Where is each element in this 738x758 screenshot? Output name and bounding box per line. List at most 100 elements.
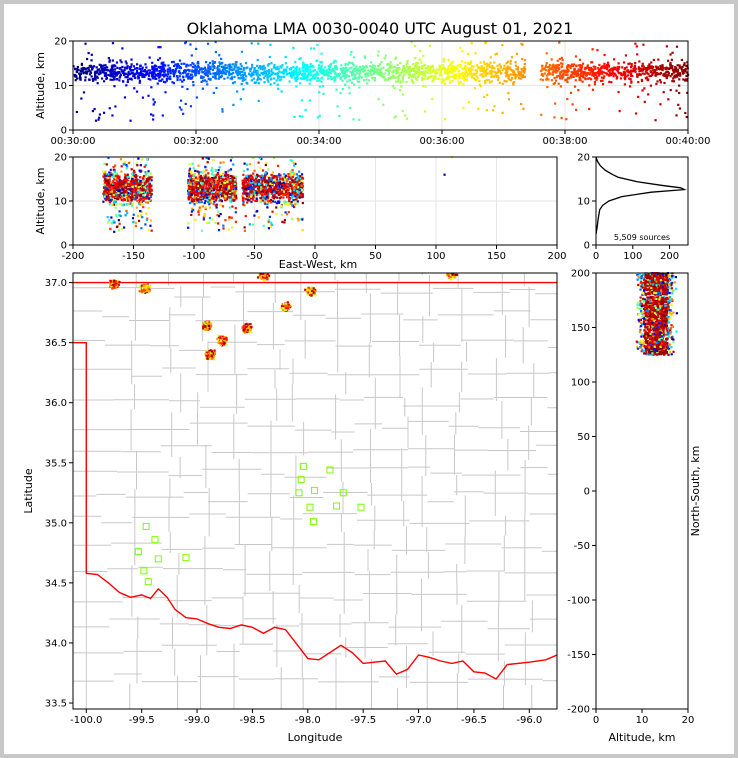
east-west-point: [216, 177, 219, 180]
altitude-time-point: [134, 76, 137, 79]
altitude-time-point: [571, 64, 575, 68]
altitude-time-point: [600, 76, 603, 79]
altitude-time-point: [321, 72, 324, 75]
altitude-time-point: [599, 79, 603, 83]
altitude-time-point: [297, 72, 301, 76]
altitude-time-point: [99, 71, 102, 75]
east-west-point: [219, 180, 222, 183]
east-west-point: [126, 212, 129, 215]
altitude-time-point: [221, 72, 224, 75]
east-west-point: [229, 177, 232, 181]
altitude-time-point: [545, 77, 549, 80]
altitude-time-point: [541, 72, 544, 76]
altitude-time-point: [90, 53, 93, 56]
east-west-point: [121, 191, 124, 194]
east-west-point: [201, 157, 204, 160]
altitude-time-point: [195, 69, 198, 73]
altitude-time-point: [555, 66, 559, 69]
east-west-point: [270, 180, 273, 183]
altitude-time-point: [379, 72, 382, 75]
altitude-time-point: [520, 70, 523, 74]
east-west-point: [188, 185, 191, 188]
altitude-time-point: [391, 66, 394, 69]
altitude-time-point: [273, 82, 276, 85]
altitude-time-point: [174, 71, 177, 74]
altitude-time-point: [438, 64, 441, 67]
east-west-point: [273, 179, 277, 182]
altitude-time-point: [171, 81, 174, 84]
altitude-time-point: [250, 73, 253, 77]
altitude-time-point: [601, 72, 604, 75]
altitude-time-point: [296, 77, 299, 81]
altitude-time-point: [378, 63, 381, 66]
east-west-point: [102, 170, 105, 173]
altitude-time-point: [678, 107, 682, 110]
altitude-time-point: [624, 77, 627, 81]
east-west-point: [107, 182, 110, 185]
east-west-point: [266, 206, 269, 209]
altitude-time-point: [477, 67, 480, 70]
altitude-time-point: [429, 76, 432, 79]
altitude-time-point: [163, 63, 166, 67]
altitude-time-point: [270, 68, 273, 71]
altitude-time-point: [236, 66, 239, 69]
altitude-time-point: [153, 69, 156, 73]
east-west-point: [202, 192, 205, 195]
altitude-time-point: [587, 77, 590, 80]
altitude-time-point: [505, 80, 508, 83]
altitude-time-point: [138, 72, 142, 75]
altitude-time-point: [441, 67, 444, 70]
altitude-time-point: [341, 87, 344, 91]
altitude-time-point: [489, 69, 492, 73]
east-west-point: [188, 167, 192, 170]
altitude-time-point: [507, 92, 510, 95]
altitude-time-point: [473, 78, 477, 81]
east-west-point: [224, 171, 227, 174]
east-west-point: [138, 183, 141, 187]
east-west-point: [299, 218, 302, 221]
altitude-time-point: [472, 65, 475, 68]
east-west-point: [291, 169, 294, 172]
altitude-time-point: [565, 78, 568, 82]
altitude-time-point: [539, 78, 542, 81]
east-west-point: [215, 179, 219, 182]
altitude-time-point: [159, 67, 162, 70]
altitude-time-point: [280, 90, 283, 93]
altitude-time-point: [574, 72, 578, 75]
east-west-point: [281, 213, 284, 217]
altitude-time-point: [575, 70, 578, 73]
altitude-time-point: [409, 74, 412, 77]
altitude-time-point: [482, 60, 485, 64]
east-west-point: [189, 174, 192, 177]
altitude-time-point: [164, 73, 168, 76]
altitude-time-point: [159, 70, 162, 73]
east-west-point: [199, 178, 202, 181]
east-west-point: [210, 177, 213, 180]
altitude-time-point: [514, 61, 517, 64]
altitude-time-point: [91, 109, 95, 113]
altitude-time-point: [636, 73, 639, 76]
altitude-time-point: [350, 81, 354, 84]
altitude-time-point: [129, 68, 132, 72]
altitude-time-point: [499, 66, 503, 69]
east-west-point: [118, 210, 121, 213]
east-west-point: [273, 174, 276, 178]
altitude-time-point: [372, 64, 375, 67]
east-west-point: [132, 171, 135, 174]
altitude-time-point: [169, 77, 172, 81]
altitude-time-point: [458, 74, 461, 77]
east-west-point: [272, 197, 276, 200]
east-west-point: [191, 200, 194, 203]
altitude-time-point: [333, 75, 336, 78]
east-west-point: [209, 199, 212, 202]
altitude-time-point: [298, 71, 301, 74]
east-west-point: [144, 223, 147, 226]
altitude-time-point: [595, 75, 598, 78]
altitude-time-point: [678, 91, 681, 95]
east-west-point: [103, 195, 106, 198]
altitude-time-point: [591, 72, 594, 75]
altitude-time-point: [558, 57, 561, 61]
altitude-time-point: [380, 61, 383, 64]
altitude-time-point: [378, 72, 381, 75]
altitude-time-point: [96, 76, 99, 79]
